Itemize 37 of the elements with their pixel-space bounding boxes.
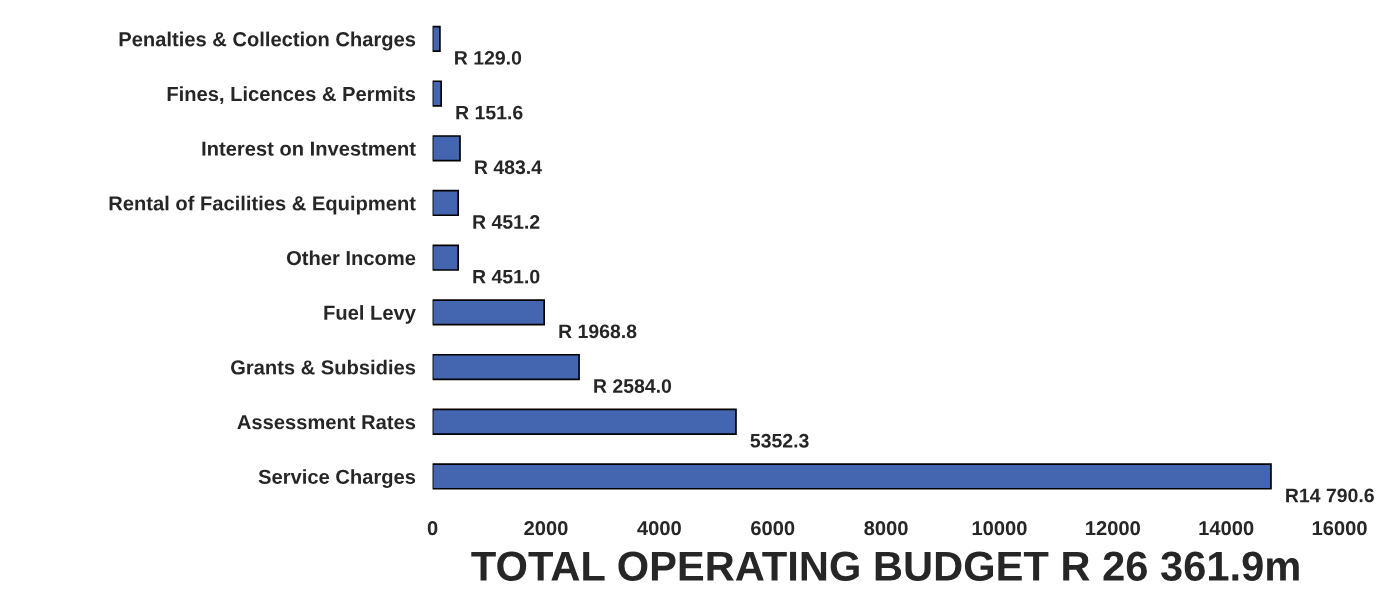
- y-tick-label: Rental of Facilities & Equipment: [109, 195, 416, 215]
- x-axis-title: TOTAL OPERATING BUDGET R 26 361.9m: [471, 551, 1299, 582]
- data-label: R 151.6: [456, 105, 523, 120]
- y-tick-label: Penalties & Collection Charges: [119, 31, 416, 51]
- bar: [432, 353, 580, 381]
- data-label: R 451.0: [473, 269, 540, 284]
- x-tick-label: 14000: [1199, 521, 1254, 536]
- y-tick-label: Fuel Levy: [324, 305, 416, 324]
- bar: [432, 408, 737, 435]
- bar: [432, 25, 441, 53]
- data-label: R14 790.6: [1286, 488, 1374, 503]
- x-tick-label: 10000: [972, 521, 1027, 536]
- data-label: 5352.3: [750, 433, 809, 448]
- x-tick-label: 8000: [864, 521, 908, 536]
- data-label: R 451.2: [473, 215, 540, 229]
- x-tick-label: 2000: [524, 521, 568, 536]
- y-tick-label: Grants & Subsidies: [231, 359, 416, 375]
- bar: [432, 80, 443, 107]
- bar: [432, 463, 1272, 490]
- x-tick-label: 12000: [1086, 521, 1140, 536]
- y-tick-label: Service Charges: [258, 469, 416, 489]
- x-tick-label: 16000: [1312, 521, 1367, 536]
- x-tick-label: 0: [427, 521, 438, 536]
- bar: [432, 189, 460, 217]
- y-tick-label: Assessment Rates: [237, 415, 416, 430]
- x-tick-label: 6000: [751, 521, 795, 536]
- data-label: R 129.0: [455, 50, 522, 65]
- data-label: R 483.4: [475, 160, 542, 175]
- bar: [432, 135, 461, 162]
- y-tick-label: Fines, Licences & Permits: [167, 86, 416, 104]
- data-label: R 2584.0: [594, 379, 672, 393]
- y-tick-label: Other Income: [286, 250, 416, 266]
- data-label: R 1968.8: [559, 324, 637, 339]
- bar: [432, 244, 460, 271]
- x-tick-label: 4000: [637, 521, 681, 536]
- bar: [432, 299, 546, 326]
- y-tick-label: Interest on Investment: [202, 141, 416, 156]
